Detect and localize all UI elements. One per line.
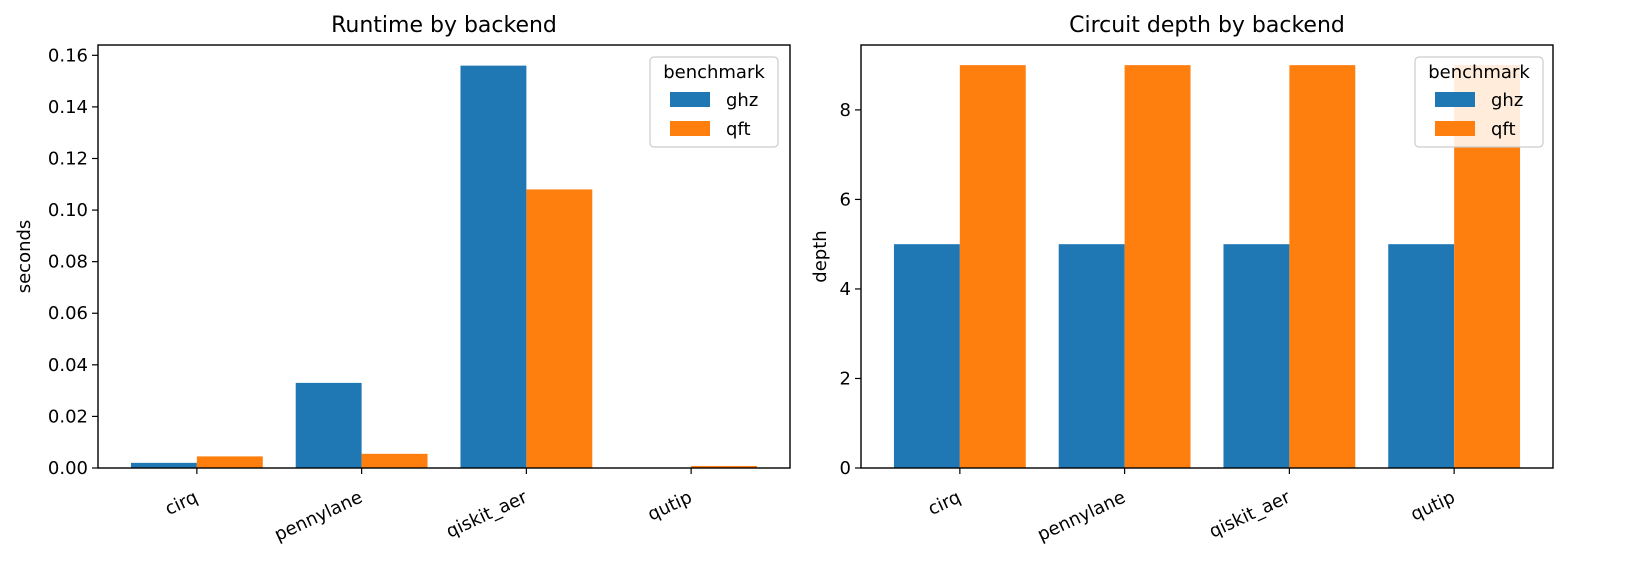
legend-label-qft: qft bbox=[726, 119, 751, 140]
bar-qft-cirq bbox=[959, 65, 1026, 469]
y-tick-label: 6 bbox=[840, 189, 851, 210]
bar-ghz-qiskit_aer bbox=[1223, 244, 1290, 468]
legend-title: benchmark bbox=[1428, 62, 1530, 83]
bar-ghz-pennylane bbox=[295, 382, 362, 468]
legend-swatch-qft bbox=[670, 121, 710, 136]
chart-title: Runtime by backend bbox=[331, 13, 557, 38]
y-tick-label: 0.16 bbox=[48, 45, 88, 66]
y-tick-label: 0.02 bbox=[48, 406, 88, 427]
y-tick-label: 0.04 bbox=[48, 355, 88, 376]
bar-qft-qutip bbox=[691, 465, 758, 468]
x-tick-label: pennylane bbox=[271, 487, 366, 546]
chart-2: Circuit depth by backend 0 2 4 6 8 cirq pennyla… bbox=[810, 13, 1554, 546]
bar-qft-pennylane bbox=[1124, 65, 1191, 469]
y-tick-label: 0.14 bbox=[48, 97, 88, 118]
bar-ghz-qutip bbox=[1388, 244, 1455, 468]
y-tick-label: 4 bbox=[840, 279, 851, 300]
y-tick-label: 0.08 bbox=[48, 252, 88, 273]
bar-qft-cirq bbox=[196, 456, 263, 468]
y-axis-label: depth bbox=[810, 230, 831, 282]
y-tick-label: 0.12 bbox=[48, 148, 88, 169]
bar-ghz-qiskit_aer bbox=[460, 65, 527, 468]
legend-title: benchmark bbox=[663, 62, 765, 83]
x-tick-label: qutip bbox=[1407, 487, 1458, 526]
y-tick-label: 0.06 bbox=[48, 303, 88, 324]
legend: benchmark ghz qft bbox=[1414, 56, 1544, 148]
x-tick-label: cirq bbox=[162, 487, 201, 520]
x-tick-label: cirq bbox=[925, 487, 964, 520]
y-tick-label: 0.10 bbox=[48, 200, 88, 221]
legend-swatch-ghz bbox=[670, 92, 710, 107]
bar-ghz-pennylane bbox=[1058, 244, 1125, 468]
legend-label-ghz: ghz bbox=[726, 90, 758, 111]
legend-label-ghz: ghz bbox=[1491, 90, 1523, 111]
bar-ghz-cirq bbox=[130, 462, 197, 468]
bar-qft-qiskit_aer bbox=[526, 189, 593, 468]
bar-qft-pennylane bbox=[361, 453, 428, 468]
chart-1: Runtime by backend 0.00 0.02 0.04 0.06 0.08 0.… bbox=[14, 13, 791, 546]
plot-frame bbox=[97, 44, 791, 469]
y-axis-label: seconds bbox=[14, 220, 35, 294]
y-tick-label: 2 bbox=[840, 368, 851, 389]
y-tick-label: 8 bbox=[840, 100, 851, 121]
legend-swatch-qft bbox=[1435, 121, 1475, 136]
chart-title: Circuit depth by backend bbox=[1069, 13, 1345, 38]
y-tick-label: 0.00 bbox=[48, 458, 88, 479]
legend-swatch-ghz bbox=[1435, 92, 1475, 107]
bar-qft-qiskit_aer bbox=[1289, 65, 1356, 469]
x-tick-label: qutip bbox=[644, 487, 695, 526]
x-tick-label: pennylane bbox=[1034, 487, 1129, 546]
x-tick-label: qiskit_aer bbox=[443, 487, 531, 543]
x-tick-label: qiskit_aer bbox=[1206, 487, 1294, 543]
legend: benchmark ghz qft bbox=[649, 56, 779, 148]
legend-label-qft: qft bbox=[1491, 119, 1516, 140]
plot-frame bbox=[860, 44, 1554, 469]
y-tick-label: 0 bbox=[840, 458, 851, 479]
bar-ghz-cirq bbox=[893, 244, 960, 468]
